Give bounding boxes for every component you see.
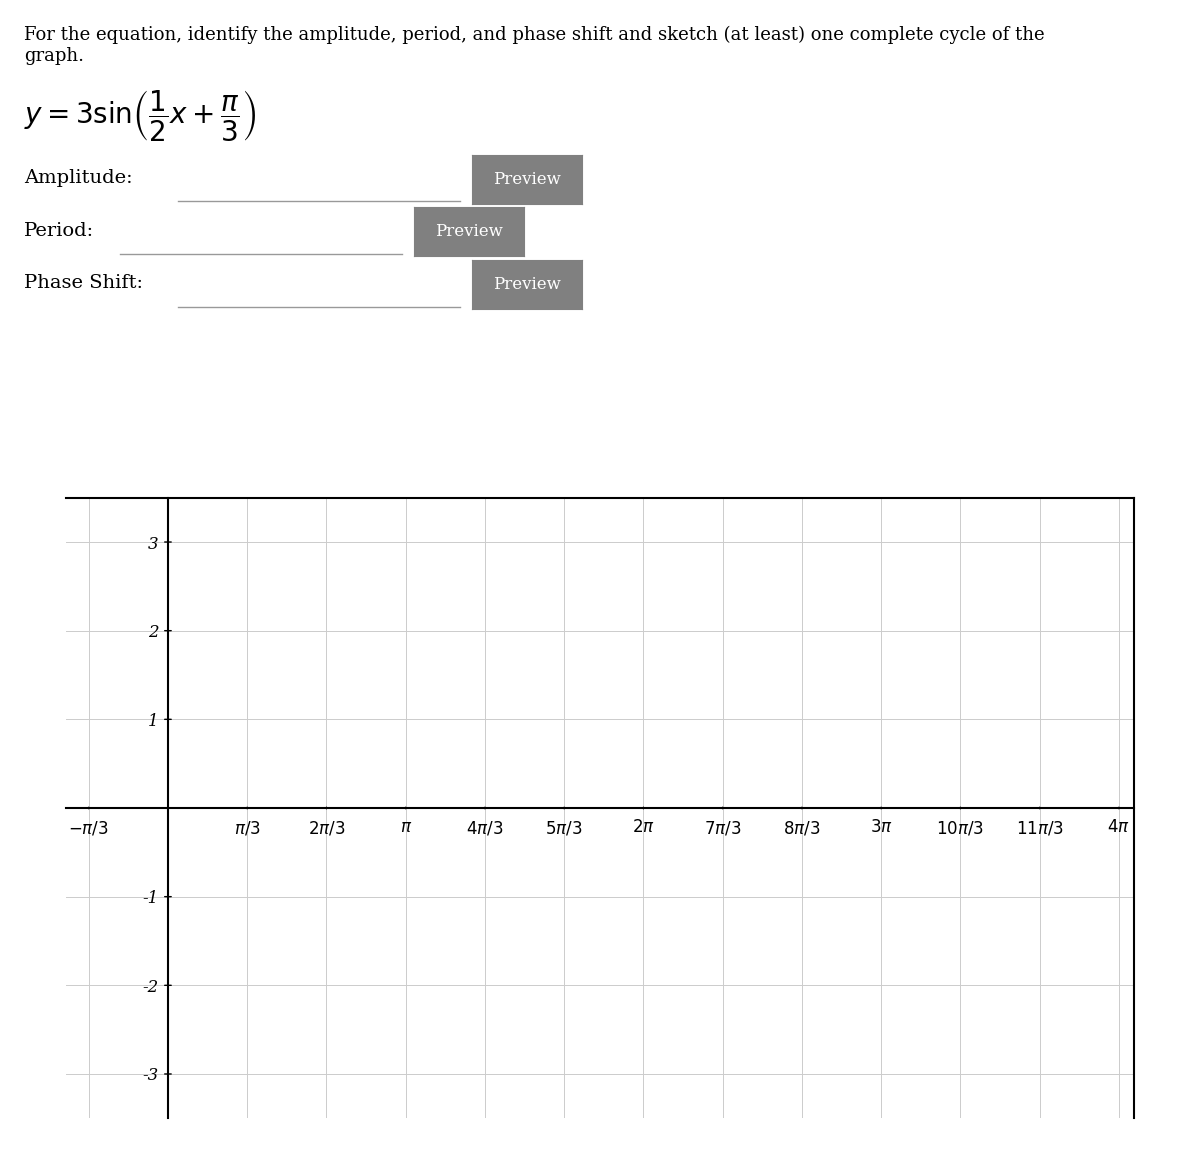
Text: $y = 3\sin\!\left(\dfrac{1}{2}x + \dfrac{\pi}{3}\right)$: $y = 3\sin\!\left(\dfrac{1}{2}x + \dfrac… bbox=[24, 88, 257, 143]
Text: Preview: Preview bbox=[493, 276, 560, 293]
Text: Period:: Period: bbox=[24, 221, 94, 240]
Text: Preview: Preview bbox=[493, 171, 560, 187]
Text: Preview: Preview bbox=[436, 224, 503, 240]
Text: Amplitude:: Amplitude: bbox=[24, 169, 133, 187]
Text: graph.: graph. bbox=[24, 47, 84, 64]
Text: For the equation, identify the amplitude, period, and phase shift and sketch (at: For the equation, identify the amplitude… bbox=[24, 26, 1045, 44]
Text: Phase Shift:: Phase Shift: bbox=[24, 274, 143, 293]
